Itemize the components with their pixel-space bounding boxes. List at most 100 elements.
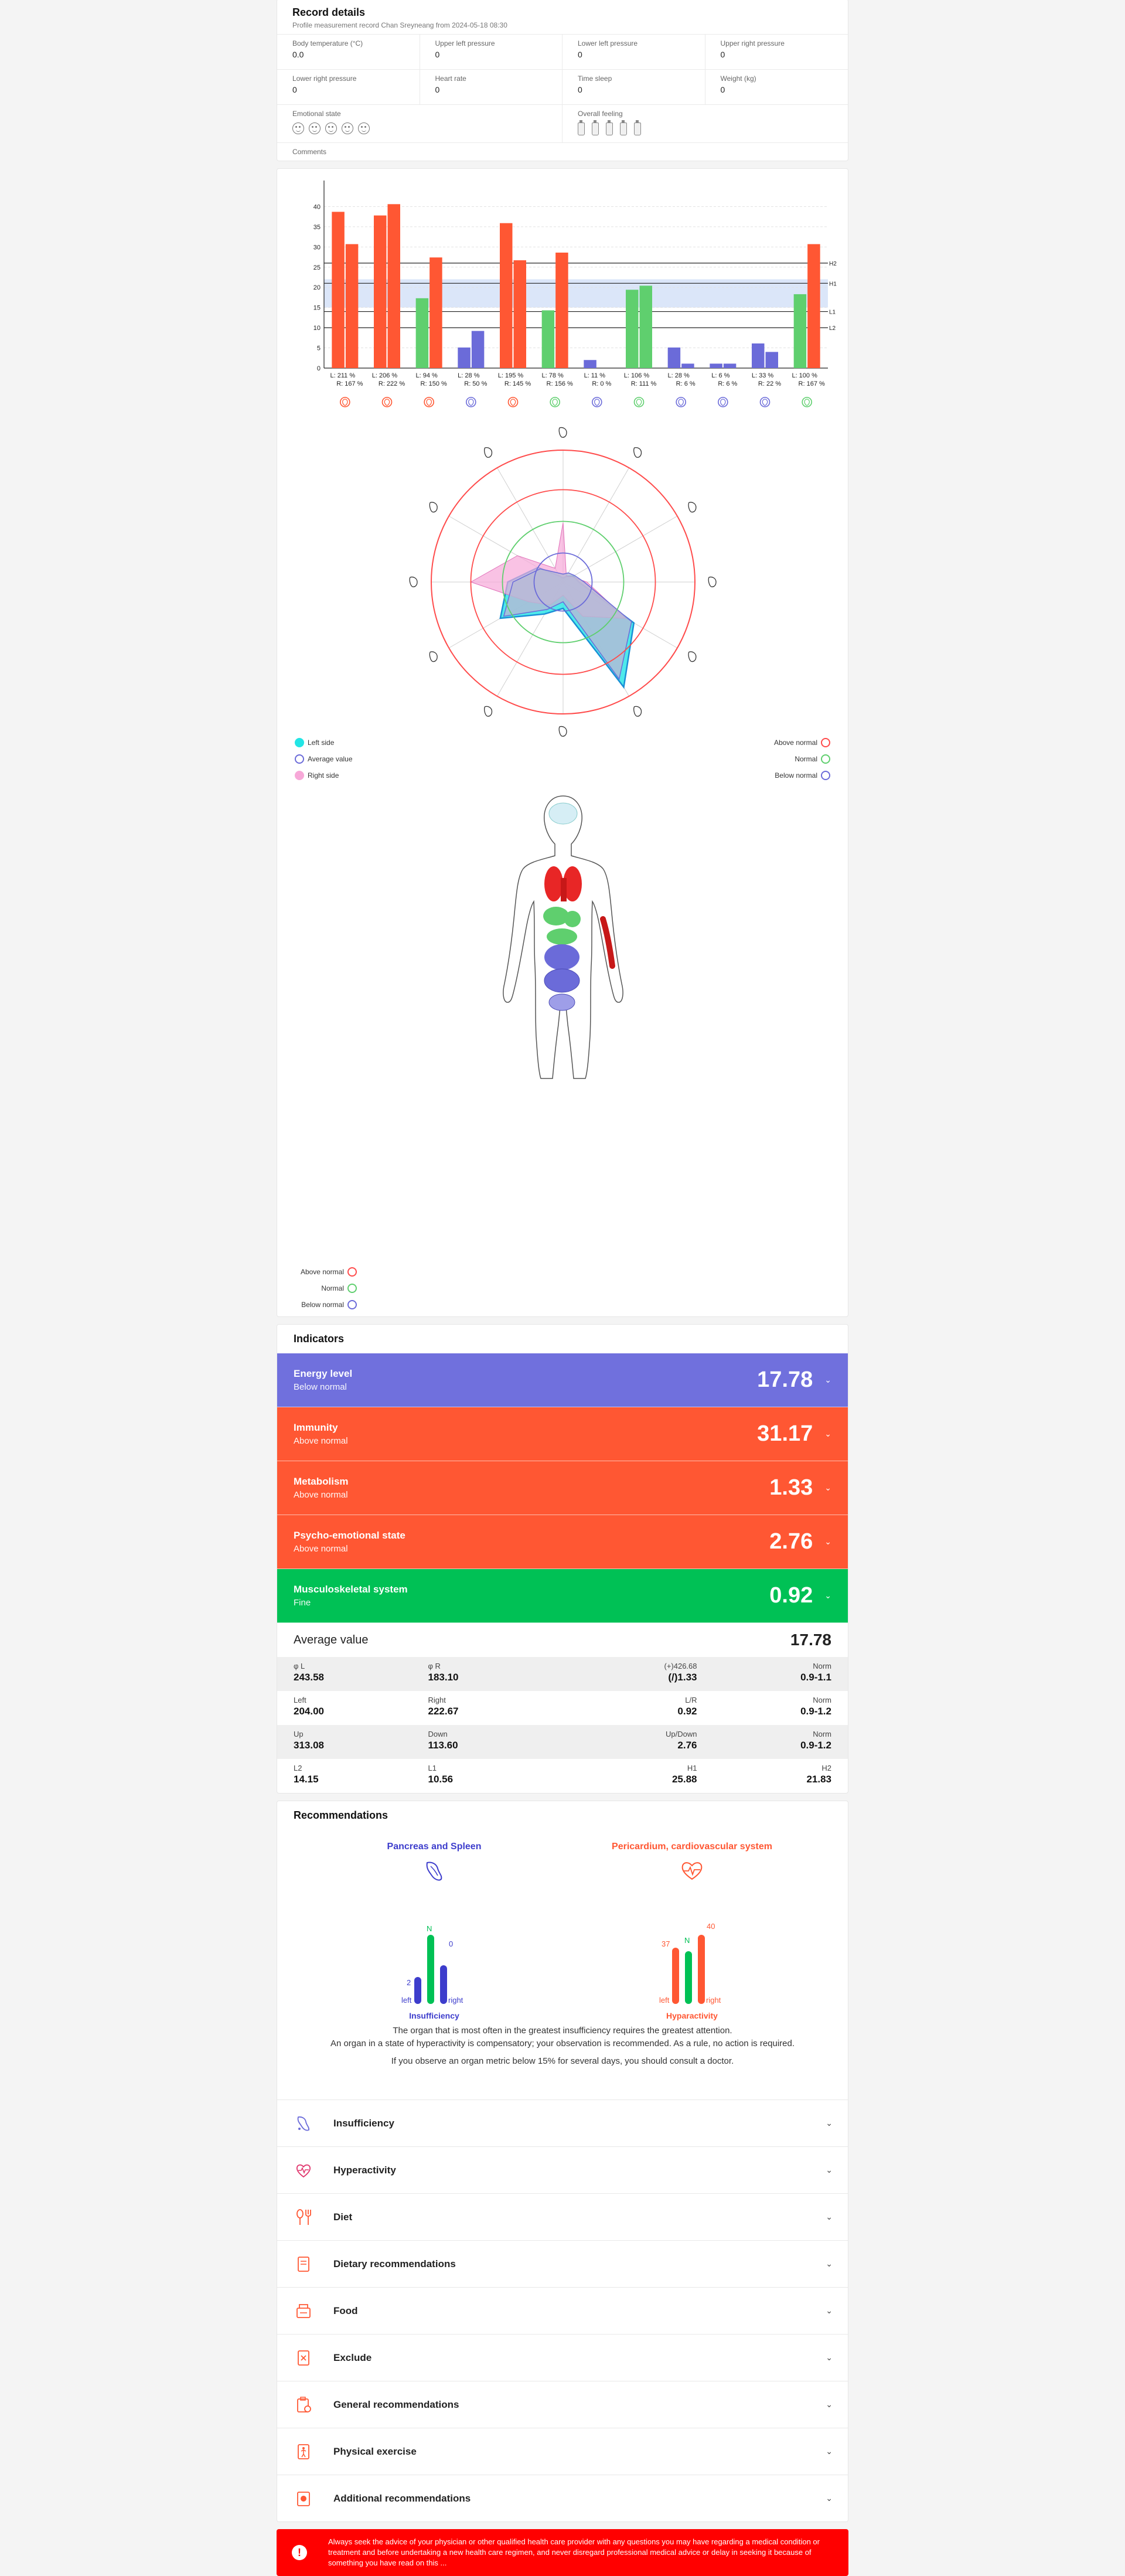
radar-organ-icon[interactable]: [558, 726, 567, 737]
radar-organ-icon[interactable]: [409, 576, 418, 587]
battery-icon[interactable]: [592, 120, 599, 135]
chevron-down-icon[interactable]: ⌄: [824, 1429, 831, 1438]
organ-icon[interactable]: [676, 397, 686, 407]
battery-icon[interactable]: [578, 120, 585, 135]
bar: [723, 363, 737, 368]
battery-icon[interactable]: [634, 120, 641, 135]
radar-organ-icon[interactable]: [484, 706, 493, 717]
radar-organ-icon[interactable]: [633, 447, 642, 458]
section-physical-exercise[interactable]: Physical exercise ⌄: [277, 2428, 848, 2475]
radar-organ-icon[interactable]: [429, 651, 438, 662]
chevron-down-icon[interactable]: ⌄: [824, 1537, 831, 1546]
chevron-down-icon[interactable]: ⌄: [826, 2400, 833, 2409]
organ-icon[interactable]: [802, 397, 812, 407]
indicator-row[interactable]: Metabolism Above normal 1.33 ⌄: [277, 1461, 848, 1515]
reference-line-label: H1: [829, 281, 837, 287]
bar: [555, 252, 568, 368]
section-hyperactivity[interactable]: Hyperactivity ⌄: [277, 2146, 848, 2193]
face-icon[interactable]: [325, 122, 337, 134]
reference-line-label: L1: [829, 309, 836, 316]
stat-key: L1: [428, 1764, 437, 1772]
organ-icon[interactable]: [381, 397, 393, 407]
chevron-down-icon[interactable]: ⌄: [824, 1375, 831, 1384]
bar-left: [672, 1948, 679, 2004]
battery-icon[interactable]: [606, 120, 613, 135]
indicator-row[interactable]: Immunity Above normal 31.17 ⌄: [277, 1407, 848, 1461]
chevron-down-icon[interactable]: ⌄: [826, 2353, 833, 2362]
indicator-name: Psycho-emotional state: [294, 1530, 405, 1541]
bar: [513, 260, 526, 368]
organ-icon[interactable]: [550, 397, 560, 407]
battery-icon[interactable]: [620, 120, 627, 135]
indicator-row[interactable]: Psycho-emotional state Above normal 2.76 ⌄: [277, 1515, 848, 1569]
chevron-down-icon[interactable]: ⌄: [826, 2259, 833, 2268]
chevron-down-icon[interactable]: ⌄: [826, 2118, 833, 2128]
radar-organ-icon[interactable]: [484, 447, 493, 458]
chevron-down-icon[interactable]: ⌄: [826, 2212, 833, 2221]
field-weight: Weight (kg) 0: [705, 70, 848, 105]
radar-organ-icon[interactable]: [558, 427, 567, 438]
section-food[interactable]: Food ⌄: [277, 2287, 848, 2334]
organ-icon[interactable]: [718, 397, 728, 407]
bar: [681, 363, 694, 368]
legend-swatch: [347, 1284, 357, 1293]
y-tick-label: 15: [313, 305, 321, 312]
radar-ring-below: [533, 552, 593, 612]
face-icon[interactable]: [342, 122, 353, 134]
radar-organ-icon[interactable]: [688, 651, 697, 662]
chevron-down-icon[interactable]: ⌄: [826, 2446, 833, 2456]
overall-feeling-label: Overall feeling: [578, 110, 623, 118]
chevron-down-icon[interactable]: ⌄: [826, 2306, 833, 2315]
organ-icon-shape: [507, 397, 519, 407]
radar-ring-normal: [502, 520, 625, 644]
recommendations-summary: Pancreas and Spleen 2 N 0 left right Ins…: [277, 1830, 848, 2099]
body-legend-below: Below normal: [292, 1296, 357, 1313]
face-icon[interactable]: [309, 122, 321, 134]
organ-icon[interactable]: [424, 397, 434, 407]
stat-value: 204.00: [294, 1706, 324, 1717]
stat-key: Norm: [813, 1730, 831, 1738]
face-icon[interactable]: [292, 122, 304, 134]
stat-row: Up 313.08 Down 113.60 Up/Down 2.76 Norm 0.9-1.2: [277, 1725, 848, 1759]
face-icon[interactable]: [358, 122, 370, 134]
bar: [765, 352, 778, 368]
x-tick-left: L: 6 %: [711, 372, 729, 379]
indicator-row[interactable]: Musculoskeletal system Fine 0.92 ⌄: [277, 1569, 848, 1623]
bar: [429, 257, 442, 368]
stat-key: L/R: [685, 1696, 697, 1704]
section-label: Physical exercise: [333, 2445, 417, 2457]
field-upper-left-pressure: Upper left pressure 0: [420, 35, 562, 70]
chevron-down-icon[interactable]: ⌄: [826, 2493, 833, 2503]
radar-organ-icon[interactable]: [688, 502, 697, 513]
radar-organ-icon[interactable]: [633, 706, 642, 717]
organ-icon[interactable]: [507, 397, 519, 407]
radar-organ-icon[interactable]: [708, 576, 717, 587]
section-insufficiency[interactable]: Insufficiency ⌄: [277, 2099, 848, 2146]
organ-icon[interactable]: [633, 397, 645, 407]
bar: [710, 363, 722, 368]
pancreas-icon: [426, 1862, 442, 1881]
organ-icon[interactable]: [466, 397, 476, 407]
section-general-recommendations[interactable]: General recommendations ⌄: [277, 2381, 848, 2428]
indicator-name: Energy level: [294, 1368, 353, 1379]
section-dietary-recommendations[interactable]: Dietary recommendations ⌄: [277, 2240, 848, 2287]
legend-swatch: [295, 771, 304, 780]
dietary-recommendations-icon: [292, 2253, 315, 2275]
section-diet[interactable]: Diet ⌄: [277, 2193, 848, 2240]
organ-icon[interactable]: [592, 397, 602, 407]
organ-icon[interactable]: [759, 397, 771, 407]
legend-swatch: [821, 754, 830, 764]
chevron-down-icon[interactable]: ⌄: [824, 1483, 831, 1492]
indicator-row[interactable]: Energy level Below normal 17.78 ⌄: [277, 1353, 848, 1407]
chevron-down-icon[interactable]: ⌄: [824, 1591, 831, 1600]
x-tick-right: R: 0 %: [592, 380, 611, 387]
radar-spoke: [562, 467, 629, 583]
organ-icon[interactable]: [340, 397, 350, 407]
section-additional-recommendations[interactable]: Additional recommendations ⌄: [277, 2475, 848, 2521]
disclaimer-text: Always seek the advice of your physician…: [328, 2537, 820, 2568]
section-exclude[interactable]: Exclude ⌄: [277, 2334, 848, 2381]
chevron-down-icon[interactable]: ⌄: [826, 2165, 833, 2175]
radar-organ-icon[interactable]: [429, 502, 438, 513]
field-label: Lower left pressure: [578, 39, 638, 47]
radar-organ-icon-shape: [633, 447, 642, 458]
